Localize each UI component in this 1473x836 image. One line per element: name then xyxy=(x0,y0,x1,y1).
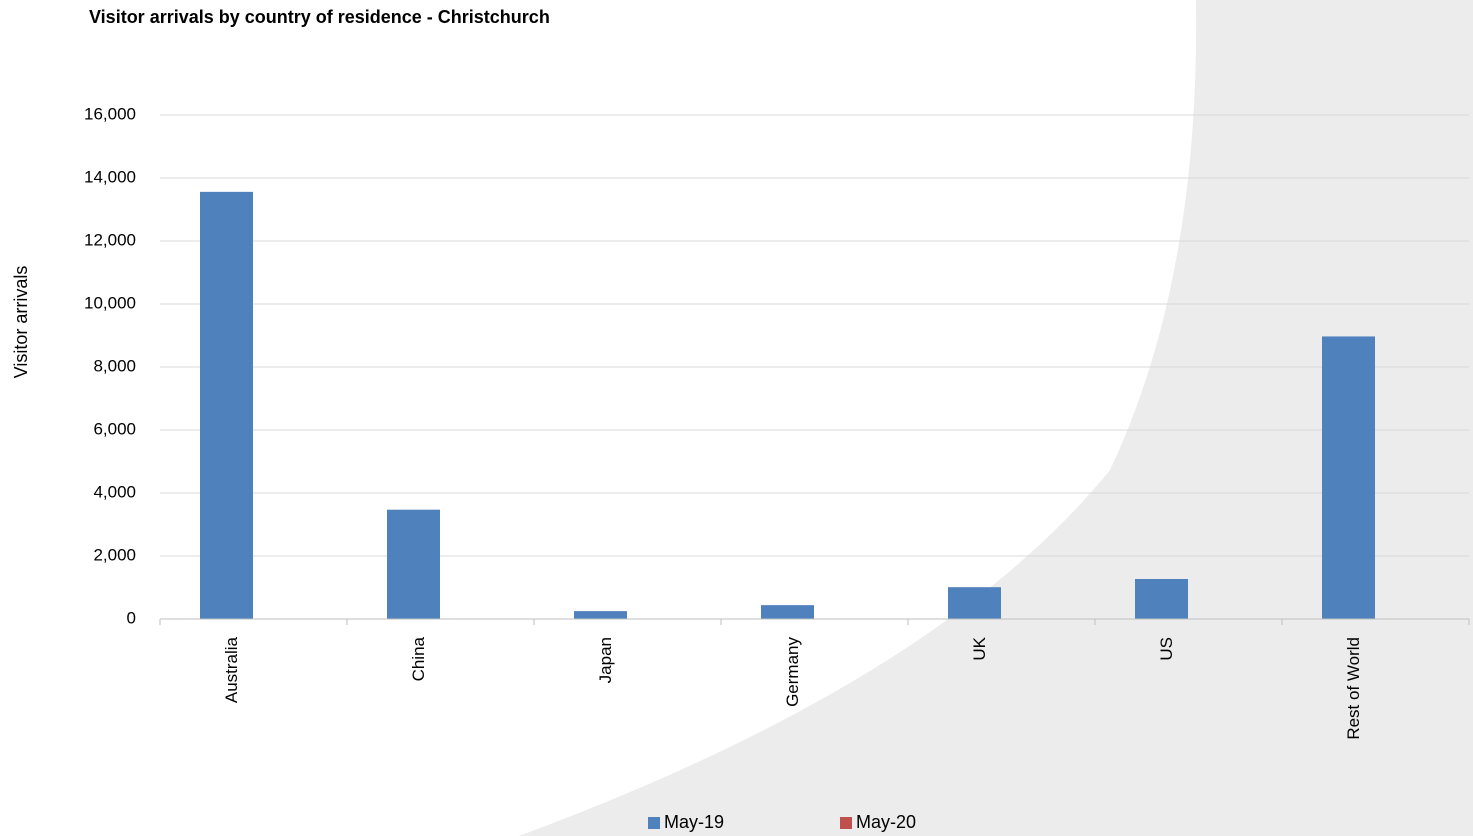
x-tick-label: US xyxy=(1157,637,1176,661)
x-tick-label: Australia xyxy=(222,636,241,703)
x-axis-ticks: Australia China Japan Germany UK US Rest of Wo… xyxy=(222,636,1363,739)
gridlines xyxy=(160,114,1469,557)
bar-may-19-china xyxy=(387,509,440,619)
x-tick-label: China xyxy=(409,636,428,681)
x-axis xyxy=(159,618,1470,625)
x-tick-label: UK xyxy=(970,636,989,660)
bars xyxy=(200,191,1375,620)
x-tick-label: Rest of World xyxy=(1344,637,1363,740)
chart-title: Visitor arrivals by country of residence… xyxy=(89,7,550,27)
bar-may-19-uk xyxy=(948,587,1001,619)
bar-may-19-germany xyxy=(761,605,814,619)
y-tick-label: 0 xyxy=(127,608,136,627)
bar-may-19-japan xyxy=(574,611,627,619)
y-tick-label: 4,000 xyxy=(93,482,136,501)
y-tick-label: 2,000 xyxy=(93,545,136,564)
bar-may-19-australia xyxy=(200,191,253,620)
y-tick-label: 6,000 xyxy=(93,419,136,438)
bar-may-19-us xyxy=(1135,578,1188,619)
legend-label-may-19: May-19 xyxy=(664,812,725,832)
x-tick-label: Japan xyxy=(596,637,615,683)
legend-label-may-20: May-20 xyxy=(856,812,917,832)
y-axis-title: Visitor arrivals xyxy=(11,266,31,379)
legend-item-may-20: May-20 xyxy=(840,812,1032,833)
bar-may-19-rest-of-world xyxy=(1322,336,1375,619)
legend: May-19 May-20 xyxy=(648,812,1032,833)
y-tick-label: 16,000 xyxy=(84,104,136,123)
y-tick-label: 10,000 xyxy=(84,293,136,312)
legend-swatch-may-19 xyxy=(648,816,660,829)
y-tick-label: 14,000 xyxy=(84,167,136,186)
y-tick-label: 12,000 xyxy=(84,230,136,249)
legend-swatch-may-20 xyxy=(840,816,852,829)
legend-item-may-19: May-19 xyxy=(648,812,840,833)
y-tick-label: 8,000 xyxy=(93,356,136,375)
y-axis-ticks: 0 2,000 4,000 6,000 8,000 10,000 12,000 14,000 1… xyxy=(84,104,136,627)
x-tick-label: Germany xyxy=(783,637,802,707)
